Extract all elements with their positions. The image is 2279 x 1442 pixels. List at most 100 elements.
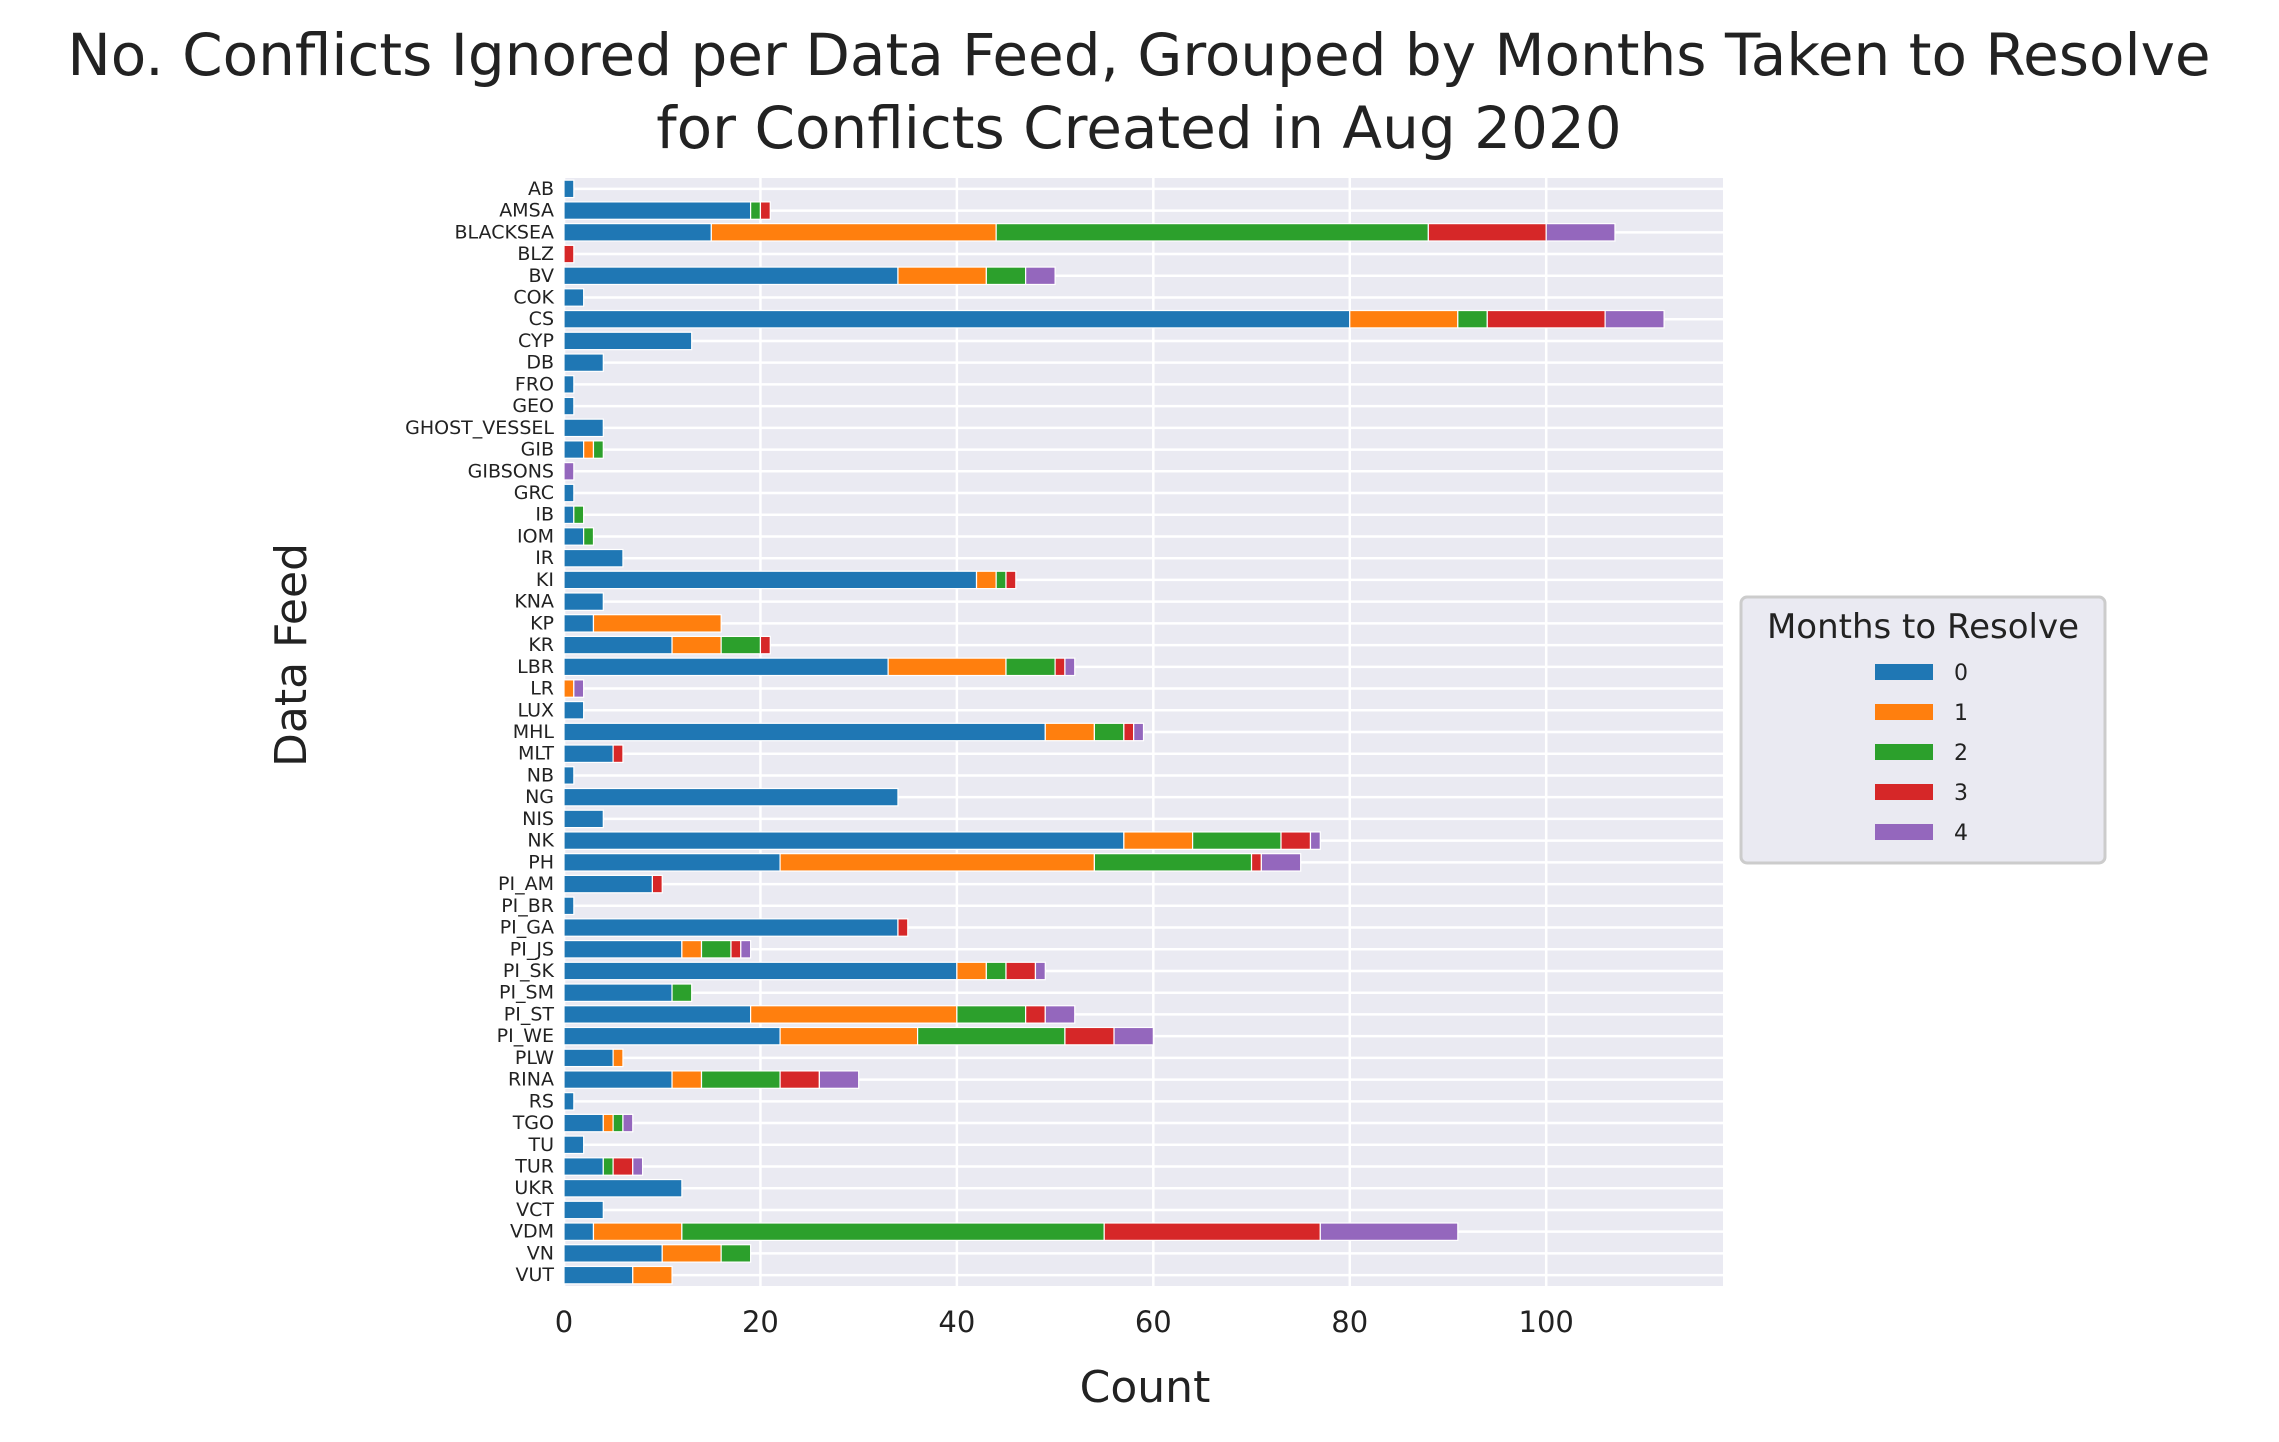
bar-segment-FRO-0 [563,375,575,394]
bar-segment-AMSA-0 [563,201,752,220]
bar-segment-NK-4 [1309,831,1321,850]
y-tick-label: CYP [518,330,554,352]
x-tick-label: 40 [938,1305,975,1339]
y-tick-label: GIBSONS [468,460,554,482]
y-tick-label: PI_AM [498,873,554,895]
legend: Months to Resolve 0 1 2 3 4 [1739,595,2107,865]
y-tick-label: MLT [518,743,554,765]
bar-segment-GHOST_VESSEL-0 [563,418,604,438]
chart-title: No. Conflicts Ignored per Data Feed, Gro… [67,21,2210,89]
bar-segment-PI_ST-4 [1044,1005,1076,1024]
y-tick-label: KI [536,569,554,591]
bar-segment-CS-1 [1349,309,1459,329]
bar-segment-VDM-0 [563,1222,595,1241]
bar-segment-PI_ST-3 [1025,1005,1046,1024]
y-tick-label: DB [526,352,554,374]
y-tick-label: TUR [514,1156,554,1178]
y-tick-label: GHOST_VESSEL [405,417,554,439]
y-axis-label: Data Feed [266,543,317,767]
y-tick-label: GRC [514,482,554,504]
bar-segment-IOM-0 [563,527,585,546]
legend-label: 0 [1954,661,1968,686]
bar-segment-RINA-4 [818,1070,860,1089]
bar-segment-GIB-2 [592,440,604,459]
y-tick-label: GIB [521,439,554,461]
legend-label: 4 [1954,821,1968,846]
legend-swatch [1875,744,1933,760]
legend-swatch [1875,704,1933,720]
bar-segment-LBR-3 [1054,657,1066,677]
y-tick-label: PI_BR [501,895,554,917]
bar-segment-RINA-1 [671,1070,703,1089]
legend-label: 2 [1954,741,1968,766]
bar-segment-BV-0 [563,266,899,286]
legend-items: 0 1 2 3 4 [1875,661,1968,846]
bar-segment-RS-0 [563,1092,575,1111]
bar-segment-VDM-3 [1103,1222,1321,1241]
x-tick-label: 80 [1331,1305,1368,1339]
y-tick-labels: ABAMSABLACKSEABLZBVCOKCSCYPDBFROGEOGHOST… [405,178,554,1286]
y-tick-label: VCT [516,1199,554,1221]
bar-segment-LBR-4 [1064,657,1076,677]
y-tick-label: MHL [513,721,555,743]
bar-segment-PH-3 [1250,853,1262,872]
y-tick-label: IB [535,504,554,526]
bar-segment-PI_SK-1 [956,961,987,981]
x-axis-label: Count [1080,1362,1211,1413]
bar-segment-IB-2 [573,505,585,525]
bar-segment-MHL-4 [1133,722,1145,742]
bar-segment-KR-1 [671,635,722,655]
bar-segment-PI_WE-3 [1064,1026,1115,1046]
bar-segment-VDM-2 [681,1222,1105,1241]
y-tick-label: NIS [522,808,554,830]
bar-segment-NB-0 [563,766,575,785]
bar-segment-CS-3 [1486,309,1606,329]
bar-segment-MHL-2 [1093,722,1125,742]
bar-segment-MLT-3 [612,744,624,764]
bar-segment-LBR-1 [887,657,1007,677]
bar-segment-LBR-0 [563,657,889,677]
bar-segment-LR-1 [563,679,575,698]
y-tick-label: VUT [515,1264,554,1286]
bar-segment-PI_JS-0 [563,939,683,959]
x-tick-label: 60 [1135,1305,1172,1339]
bar-segment-KR-2 [720,635,762,655]
bar-segment-PI_SK-4 [1034,961,1046,981]
bar-segment-PI_GA-3 [897,918,909,937]
bar-segment-AB-0 [563,179,575,199]
bar-segment-TUR-2 [602,1157,614,1176]
bar-segment-BLACKSEA-1 [710,223,997,242]
bar-segment-TU-0 [563,1135,585,1155]
bar-segment-NG-0 [563,787,899,807]
bar-segment-PI_WE-4 [1113,1026,1154,1046]
bar-segment-IB-0 [563,505,575,525]
bar-segment-BLZ-3 [563,244,575,264]
bar-segment-TGO-1 [602,1113,614,1133]
bar-segment-PI_AM-3 [651,874,663,894]
bar-segment-CS-0 [563,309,1351,329]
y-tick-label: VN [527,1242,554,1264]
y-tick-label: CS [529,308,554,330]
bar-segment-VN-1 [661,1244,722,1263]
y-tick-label: BLZ [517,243,554,265]
bar-segment-GIB-0 [563,440,585,459]
y-tick-label: PI_ST [504,1003,555,1025]
y-tick-label: NK [527,830,554,852]
y-tick-label: VDM [510,1221,554,1243]
y-tick-label: KR [528,634,554,656]
bar-segment-PI_SK-2 [985,961,1007,981]
y-tick-label: BV [529,265,554,287]
bar-segment-BLACKSEA-3 [1427,223,1547,242]
bar-segment-GIBSONS-4 [563,462,575,481]
bar-segment-LUX-0 [563,700,585,720]
bar-segment-PI_JS-2 [700,939,732,959]
bar-segment-PH-4 [1260,853,1302,872]
bar-segment-PI_ST-2 [956,1005,1027,1024]
bar-segment-PH-2 [1093,853,1253,872]
bar-segment-GEO-0 [563,396,575,416]
bar-segment-KP-0 [563,614,595,633]
bar-segment-TUR-0 [563,1157,604,1176]
legend-swatch [1875,824,1933,840]
y-tick-label: PH [528,851,554,873]
y-tick-label: PI_SM [499,982,554,1004]
